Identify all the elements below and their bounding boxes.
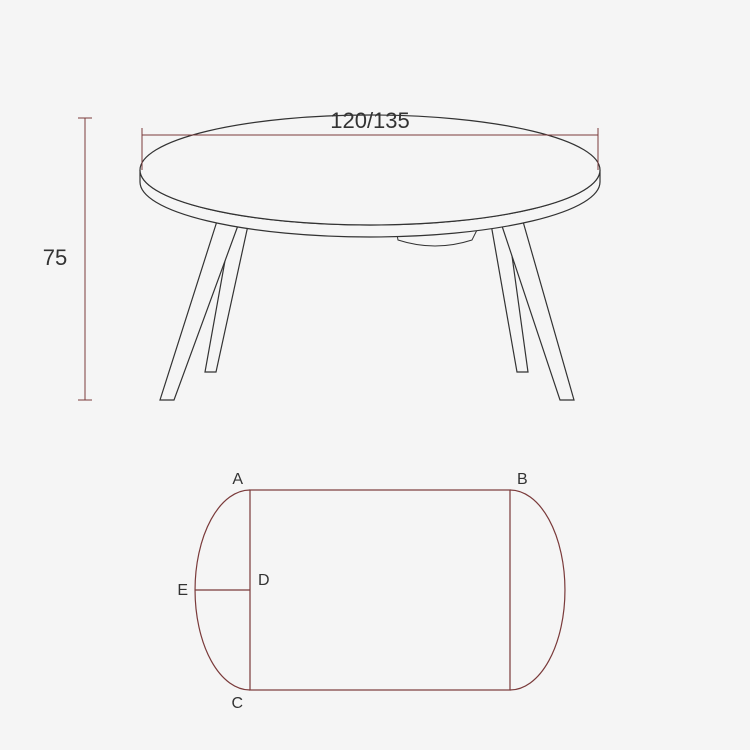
point-label-D: D	[258, 572, 270, 589]
point-label-E: E	[177, 582, 188, 599]
plan-view: A B C D E	[177, 471, 565, 712]
dimension-height	[78, 118, 92, 400]
plan-arc-right	[510, 490, 565, 690]
table-perspective-view: 120/135 75	[43, 108, 600, 400]
point-label-B: B	[517, 471, 528, 488]
dimension-height-label: 75	[43, 245, 67, 270]
point-label-C: C	[231, 695, 243, 712]
technical-drawing: 120/135 75 A B C D E	[0, 0, 750, 750]
plan-rectangle	[250, 490, 510, 690]
dimension-diameter-label: 120/135	[330, 108, 410, 133]
point-label-A: A	[232, 471, 243, 488]
